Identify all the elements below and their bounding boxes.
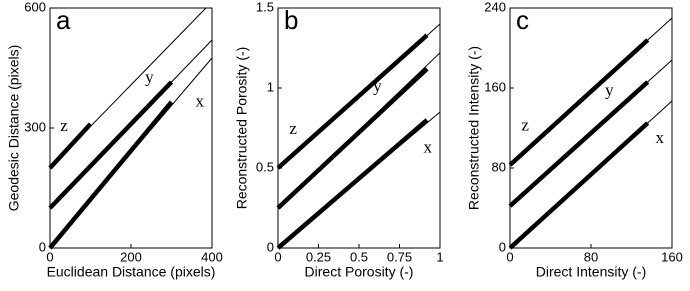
series-label: y (605, 81, 614, 100)
data-line (48, 122, 93, 170)
y-tick-label: 1.5 (256, 0, 274, 14)
x-tick-label: 0.75 (387, 249, 412, 264)
y-tick-label: 0 (39, 239, 46, 254)
data-line (48, 80, 174, 210)
series-label: z (289, 119, 297, 138)
panel-letter: c (516, 5, 529, 35)
x-tick-label: 200 (120, 249, 142, 264)
y-tick-label: 160 (484, 79, 506, 94)
y-tick-label: 0 (499, 239, 506, 254)
series-label: y (373, 76, 382, 95)
y-axis-label: Reconstructed Porosity (-) (234, 47, 250, 210)
series-label: x (195, 91, 204, 110)
panel: 0 200 400 0 300 600 Euclidean Distance (pixels… (6, 0, 223, 280)
x-tick-label: 0 (506, 249, 513, 264)
data-line (508, 80, 650, 208)
y-axis-label: Reconstructed Intensity (-) (466, 46, 482, 210)
series-label: z (60, 116, 68, 135)
x-tick-label: 0 (46, 249, 53, 264)
x-axis-label: Direct Intensity (-) (536, 264, 646, 280)
y-tick-label: 80 (492, 159, 506, 174)
data-line (276, 33, 429, 170)
panel-letter: b (284, 5, 298, 35)
y-tick-label: 0.5 (256, 159, 274, 174)
series-label: x (655, 128, 664, 147)
x-tick-label: 0.25 (306, 249, 331, 264)
plot-frame (509, 7, 673, 249)
x-tick-label: 0.5 (350, 249, 368, 264)
x-tick-label: 400 (201, 249, 223, 264)
panel-letter: a (56, 5, 71, 35)
panel: 0 80 160 0 80 160 240 Direct Intensity (-) Recon… (466, 0, 683, 280)
data-line (508, 121, 650, 250)
y-tick-label: 240 (484, 0, 506, 14)
x-axis-label: Direct Porosity (-) (305, 264, 414, 280)
x-tick-label: 160 (661, 249, 683, 264)
plot-frame (49, 7, 213, 249)
data-line (276, 67, 429, 210)
y-tick-label: 1 (267, 79, 274, 94)
x-axis-label: Euclidean Distance (pixels) (47, 264, 216, 280)
y-tick-label: 300 (24, 119, 46, 134)
y-tick-label: 0 (267, 239, 274, 254)
data-line (276, 118, 429, 250)
data-line (508, 38, 650, 167)
x-tick-label: 80 (584, 249, 598, 264)
series-label: y (145, 67, 154, 86)
x-tick-label: 1 (436, 249, 443, 264)
data-line (48, 100, 174, 250)
y-tick-label: 600 (24, 0, 46, 14)
panel: 0 0.25 0.5 0.75 1 0 0.5 1 1.5 Direct Porosity (-)… (234, 0, 444, 280)
series-label: x (423, 137, 432, 156)
y-axis-label: Geodesic Distance (pixels) (6, 45, 22, 212)
x-tick-label: 0 (274, 249, 281, 264)
series-label: z (521, 115, 529, 134)
